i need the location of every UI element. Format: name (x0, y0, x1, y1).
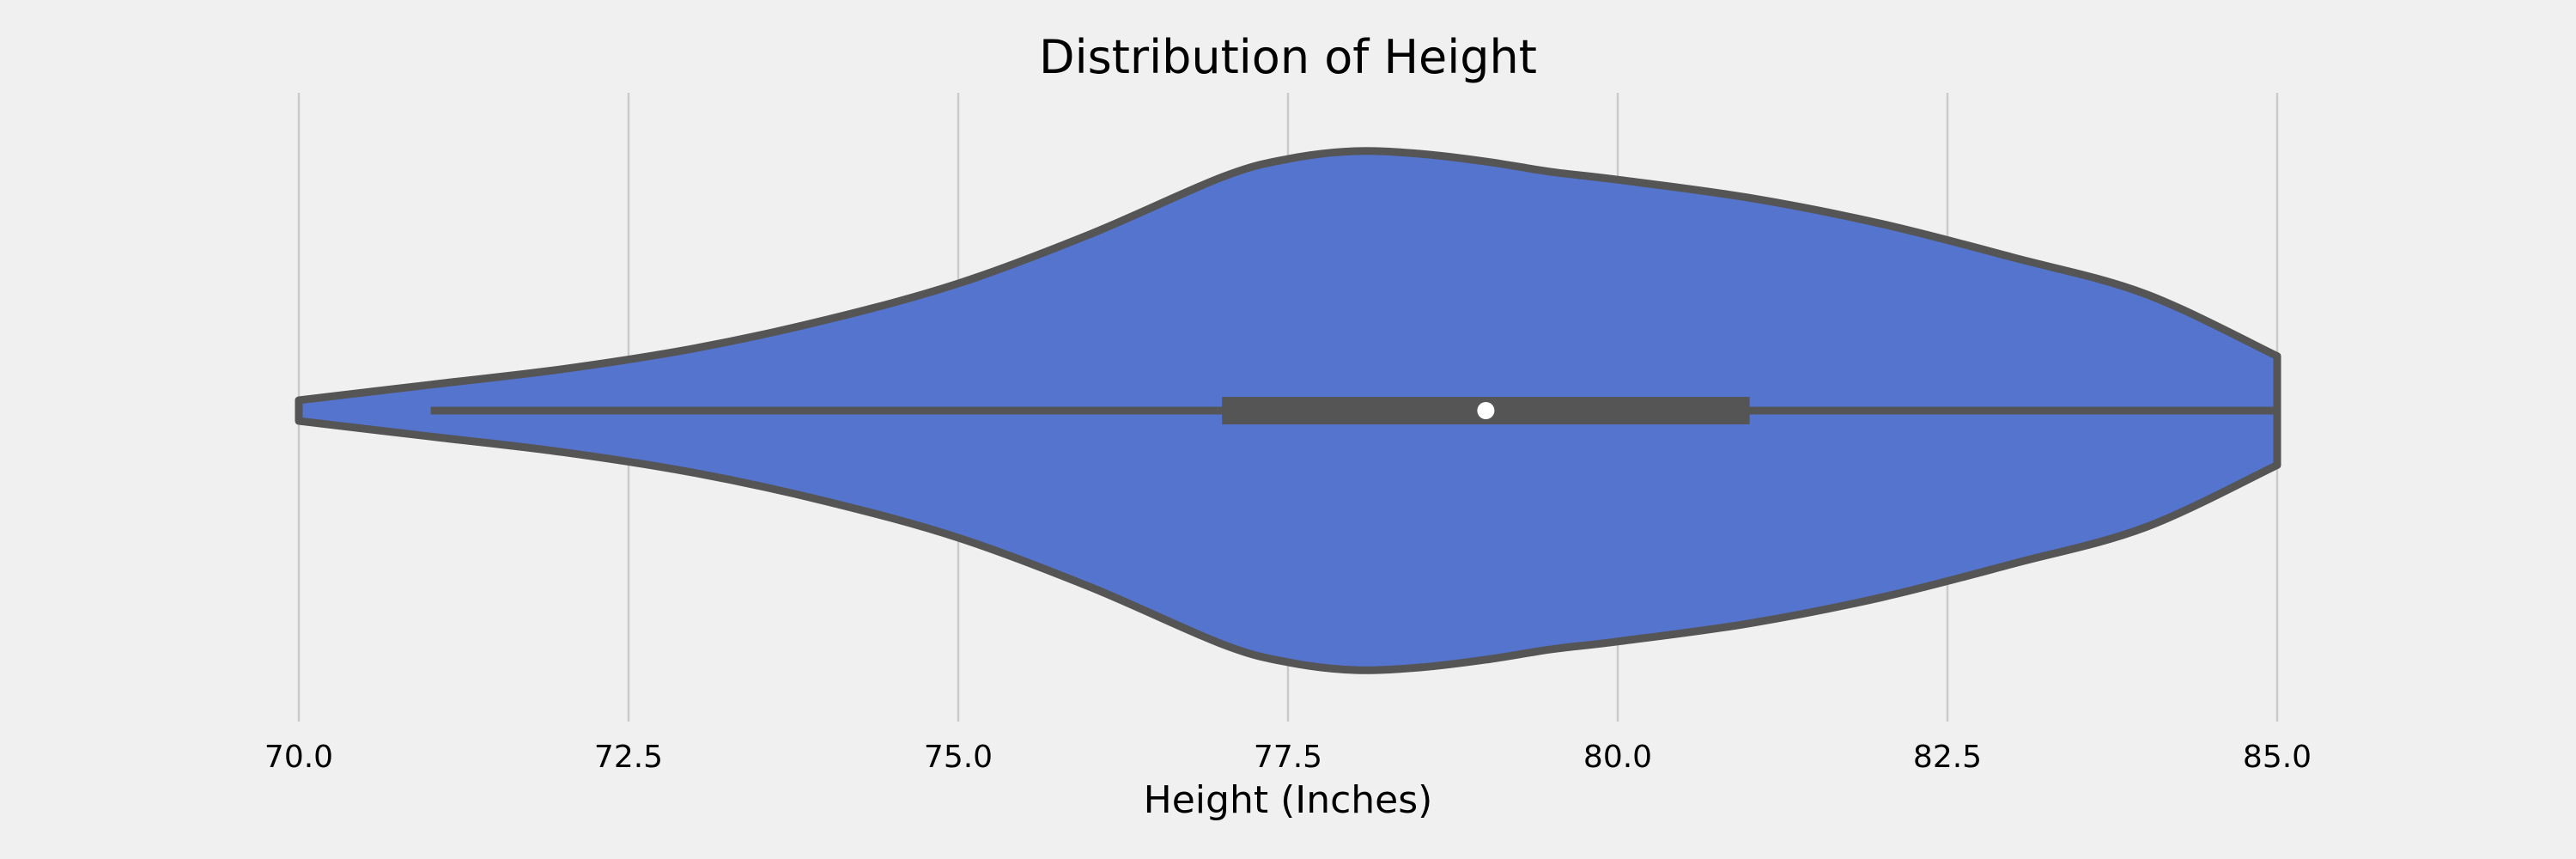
violin-plot (295, 147, 2281, 674)
x-axis-label: Height (Inches) (1144, 778, 1433, 822)
median-marker (1477, 402, 1495, 419)
x-tick-label: 70.0 (264, 740, 333, 775)
x-tick-label: 75.0 (924, 740, 993, 775)
x-tick-label: 85.0 (2243, 740, 2312, 775)
x-axis-ticks: 70.0 72.5 75.0 77.5 80.0 82.5 85.0 (264, 740, 2312, 775)
x-tick-label: 80.0 (1583, 740, 1652, 775)
x-tick-label: 77.5 (1254, 740, 1322, 775)
x-tick-label: 72.5 (594, 740, 663, 775)
chart-title: Distribution of Height (1039, 30, 1537, 84)
x-tick-label: 82.5 (1913, 740, 1982, 775)
